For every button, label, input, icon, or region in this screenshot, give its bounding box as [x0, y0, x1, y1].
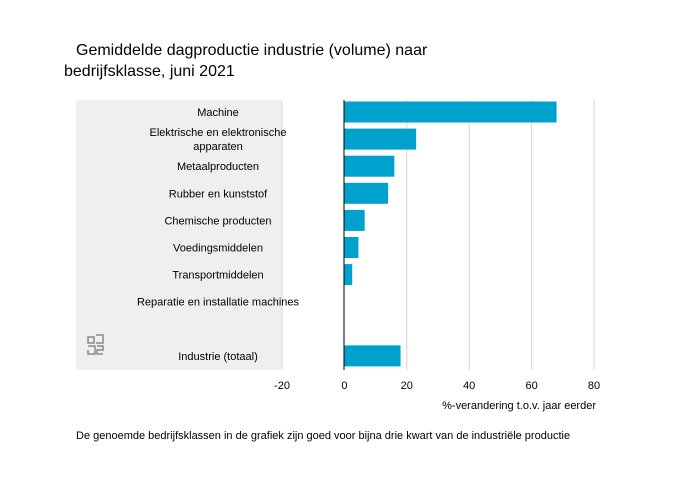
- category-label: Metaalproducten: [177, 161, 259, 173]
- x-tick-label: 20: [401, 380, 413, 392]
- category-label: Voedingsmiddelen: [173, 243, 263, 255]
- bar: [344, 345, 401, 367]
- chart-title-line-2: bedrijfsklasse, juni 2021: [64, 63, 235, 80]
- category-label: Transportmiddelen: [172, 270, 263, 282]
- x-tick-label: 0: [341, 380, 347, 392]
- x-tick-labels: -20 0 20 40 60 80: [274, 380, 600, 392]
- category-label: Industrie (totaal): [178, 351, 257, 363]
- chart-title-line-1: Gemiddelde dagproductie industrie (volum…: [76, 42, 428, 59]
- bar: [344, 182, 389, 204]
- category-label-panel: [76, 100, 282, 370]
- x-axis-label: %-verandering t.o.v. jaar eerder: [442, 400, 596, 412]
- x-tick-label: 60: [525, 380, 537, 392]
- category-labels: Machine Elektrische en elektronische appar…: [137, 107, 300, 363]
- category-label: Chemische producten: [164, 215, 271, 227]
- category-label: Reparatie en installatie machines: [137, 297, 300, 309]
- category-label: apparaten: [193, 141, 243, 153]
- category-label: Machine: [197, 107, 239, 119]
- bar: [344, 237, 359, 258]
- bar: [344, 209, 365, 231]
- bar: [344, 264, 353, 286]
- footnote: De genoemde bedrijfsklassen in de grafie…: [76, 430, 571, 442]
- bar: [344, 101, 557, 123]
- category-label: Elektrische en elektronische: [150, 127, 287, 139]
- category-label: Rubber en kunststof: [169, 188, 268, 200]
- cbs-logo: [87, 334, 104, 355]
- chart-title: Gemiddelde dagproductie industrie (volum…: [64, 40, 484, 82]
- x-tick-label: 40: [463, 380, 475, 392]
- bar: [344, 155, 395, 177]
- bars: [344, 101, 557, 367]
- gridlines: [281, 100, 595, 370]
- x-tick-label: 80: [588, 380, 600, 392]
- x-tick-label: -20: [274, 380, 290, 392]
- bar: [344, 128, 417, 150]
